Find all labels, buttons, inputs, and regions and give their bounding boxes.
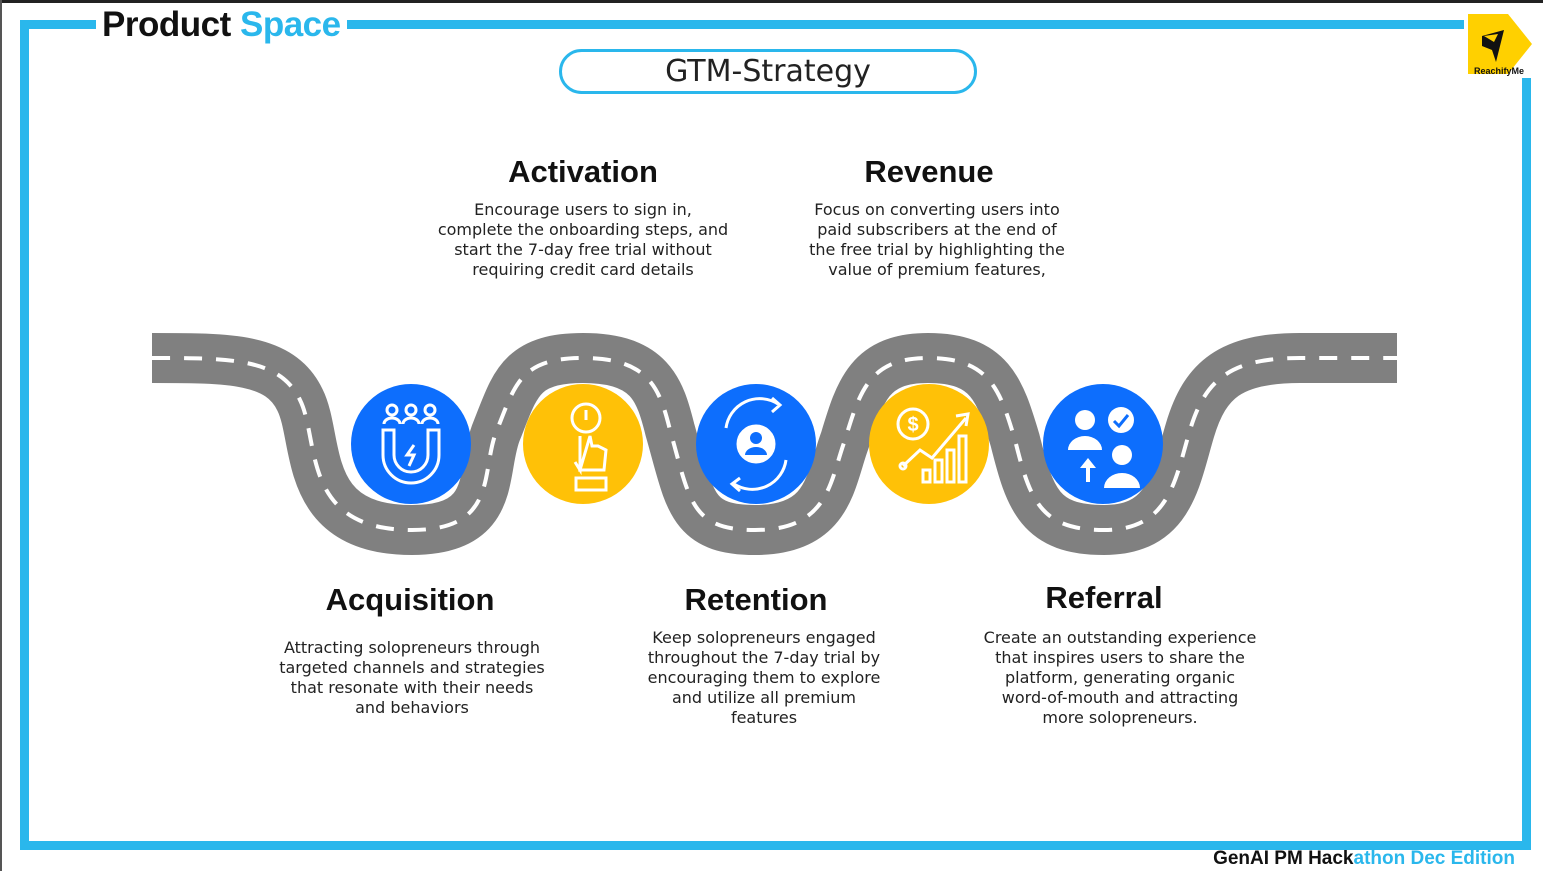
reachifyme-logo-icon xyxy=(1468,14,1532,74)
desc-line: encouraging them to explore xyxy=(647,668,881,687)
footer-part-1: GenAI PM Hack xyxy=(1213,848,1354,869)
desc-line: and utilize all premium xyxy=(671,688,857,707)
referral-circle xyxy=(1043,384,1163,504)
slide-frame xyxy=(20,20,1531,850)
desc-line: features xyxy=(730,708,798,727)
desc-line: requiring credit card details xyxy=(472,260,694,279)
desc-line: value of premium features, xyxy=(828,260,1046,279)
activation-circle xyxy=(523,384,643,504)
footer-caption: GenAI PM Hackathon Dec Edition xyxy=(1213,848,1515,870)
desc-line: paid subscribers at the end of xyxy=(817,220,1057,239)
referral-title: Referral xyxy=(1045,580,1163,615)
desc-line: the free trial by highlighting the xyxy=(809,240,1065,259)
desc-line: and behaviors xyxy=(355,698,469,717)
desc-line: Keep solopreneurs engaged xyxy=(652,628,876,647)
desc-line: Create an outstanding experience xyxy=(983,628,1257,647)
revenue-title: Revenue xyxy=(864,154,994,189)
logo-label: ReachifyMe xyxy=(1473,66,1525,76)
retention-title: Retention xyxy=(684,582,828,617)
acquisition-description: Attracting solopreneurs through targeted… xyxy=(252,638,572,718)
footer-part-2: athon Dec Edition xyxy=(1353,848,1516,869)
activation-description: Encourage users to sign in, complete the… xyxy=(413,200,753,280)
reachifyme-logo: ReachifyMe xyxy=(1464,12,1534,78)
desc-line: Encourage users to sign in, xyxy=(474,200,692,219)
desc-line: throughout the 7-day trial by xyxy=(647,648,881,667)
referral-description: Create an outstanding experience that in… xyxy=(950,628,1290,728)
road-lane-markings xyxy=(151,355,1397,533)
desc-line: word-of-mouth and attracting xyxy=(1001,688,1239,707)
window-left-edge xyxy=(0,0,2,871)
desc-line: Attracting solopreneurs through xyxy=(283,638,541,657)
activation-title: Activation xyxy=(508,154,658,189)
brand-logo: Product Space xyxy=(96,6,347,44)
svg-text:$: $ xyxy=(907,414,918,436)
retention-description: Keep solopreneurs engaged throughout the… xyxy=(614,628,914,728)
desc-line: start the 7-day free trial without xyxy=(454,240,712,259)
dollar-growth-chart-icon: $ xyxy=(896,407,970,484)
desc-line: that resonate with their needs xyxy=(290,678,534,697)
desc-line: more solopreneurs. xyxy=(1042,708,1198,727)
desc-line: complete the onboarding steps, and xyxy=(437,220,729,239)
magnet-users-icon xyxy=(381,403,441,485)
brand-word-product: Product xyxy=(102,5,231,44)
user-cycle-icon xyxy=(724,396,788,493)
brand-word-space: Space xyxy=(239,5,341,44)
desc-line: Focus on converting users into xyxy=(814,200,1060,219)
page-title: GTM-Strategy xyxy=(559,49,977,94)
power-button-press-icon xyxy=(570,402,608,492)
desc-line: that inspires users to share the xyxy=(995,648,1245,667)
desc-line: targeted channels and strategies xyxy=(279,658,545,677)
users-referral-icon xyxy=(1068,407,1140,488)
revenue-description: Focus on converting users into paid subs… xyxy=(782,200,1092,280)
window-top-edge xyxy=(0,0,1543,3)
revenue-circle xyxy=(869,384,989,504)
acquisition-circle xyxy=(351,384,471,504)
desc-line: platform, generating organic xyxy=(1004,668,1236,687)
acquisition-title: Acquisition xyxy=(325,582,495,617)
